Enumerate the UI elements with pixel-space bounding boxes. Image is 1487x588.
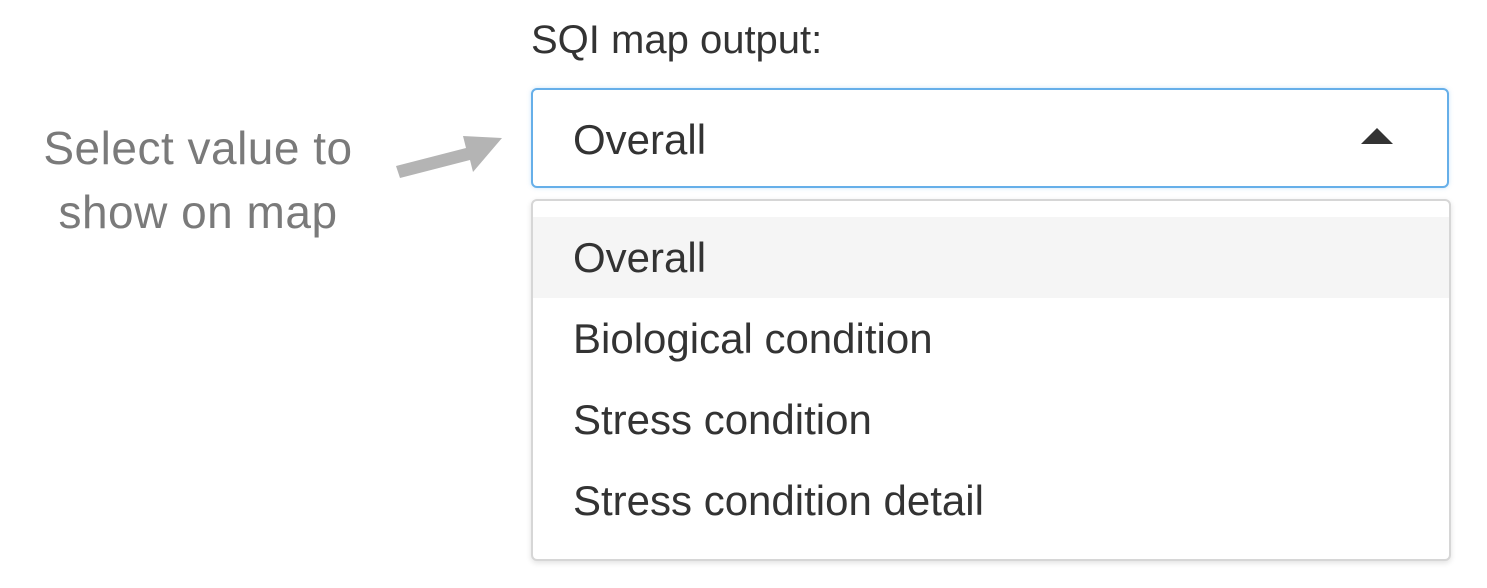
sqi-map-output-select[interactable]: Overall <box>531 88 1449 188</box>
annotation-line-2: show on map <box>58 186 338 238</box>
selected-value: Overall <box>573 116 707 163</box>
caret-up-icon[interactable] <box>1361 128 1393 144</box>
option-overall[interactable]: Overall <box>533 217 1449 298</box>
annotation-text: Select value to show on map <box>18 116 378 244</box>
option-biological-condition[interactable]: Biological condition <box>573 315 933 362</box>
dropdown-menu: Overall Biological condition Stress cond… <box>531 199 1451 561</box>
option-stress-condition-detail[interactable]: Stress condition detail <box>573 477 984 524</box>
annotation-line-1: Select value to <box>43 122 353 174</box>
option-stress-condition[interactable]: Stress condition <box>573 396 872 443</box>
arrow-right-icon <box>396 136 502 178</box>
field-label: SQI map output: <box>531 18 823 62</box>
